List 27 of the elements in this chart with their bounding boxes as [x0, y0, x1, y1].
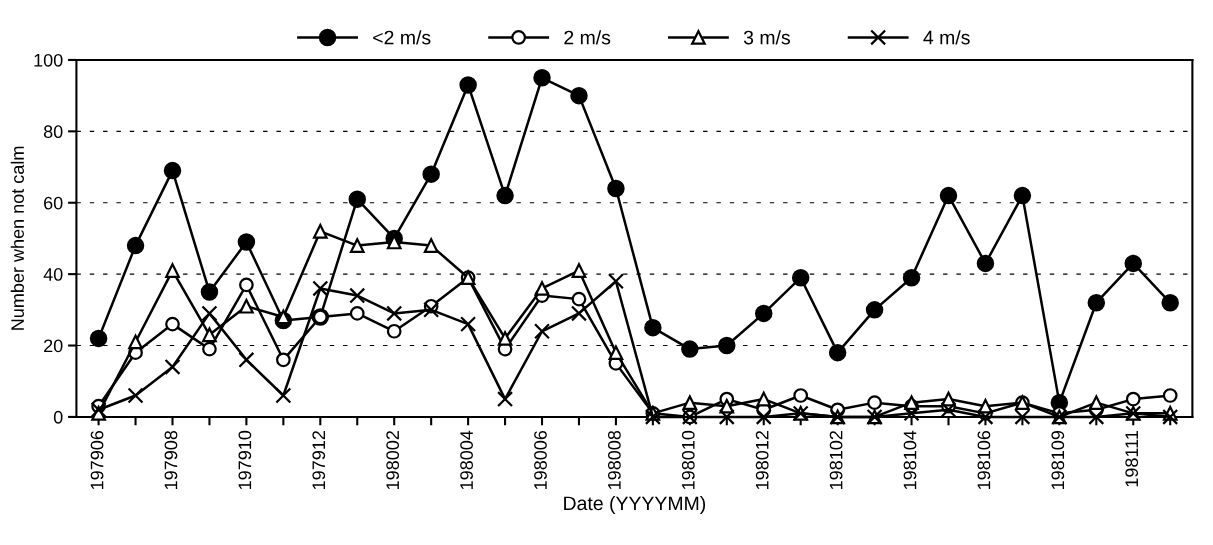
x-tick-label: 198006: [534, 430, 547, 489]
x-tick-label: 198008: [607, 430, 621, 489]
x-tick-label: 198111: [1125, 430, 1139, 487]
x-tick-label: 198004: [460, 430, 473, 489]
y-axis-title: Number when not calm: [10, 146, 24, 330]
x-tick-label: 197910: [238, 430, 252, 489]
x-axis-title: Date (YYYYMM): [564, 495, 706, 515]
y-tick-label: 100: [34, 53, 63, 67]
y-tick-label: 40: [43, 268, 63, 281]
legend-label: 3 m/s: [743, 30, 790, 45]
x-tick-label: 198010: [681, 430, 695, 489]
x-tick-label: 198102: [829, 431, 843, 489]
y-tick-label: 0: [53, 410, 63, 424]
legend-label: <2 m/s: [373, 30, 431, 45]
legend-label: 2 m/s: [564, 30, 611, 45]
x-tick-label: 198002: [386, 431, 400, 489]
y-tick-label: 20: [44, 339, 63, 353]
x-tick-label: 197906: [90, 430, 104, 489]
x-tick-label: 197908: [164, 430, 178, 489]
x-tick-label: 198104: [903, 430, 917, 489]
x-tick-label: 198106: [977, 430, 991, 489]
legend-label: 4 m/s: [923, 30, 970, 45]
x-tick-label: 197912: [312, 431, 326, 489]
x-tick-label: 198012: [755, 431, 769, 489]
y-tick-label: 80: [43, 125, 63, 139]
x-tick-label: 198109: [1051, 430, 1065, 489]
y-tick-label: 60: [44, 196, 63, 210]
